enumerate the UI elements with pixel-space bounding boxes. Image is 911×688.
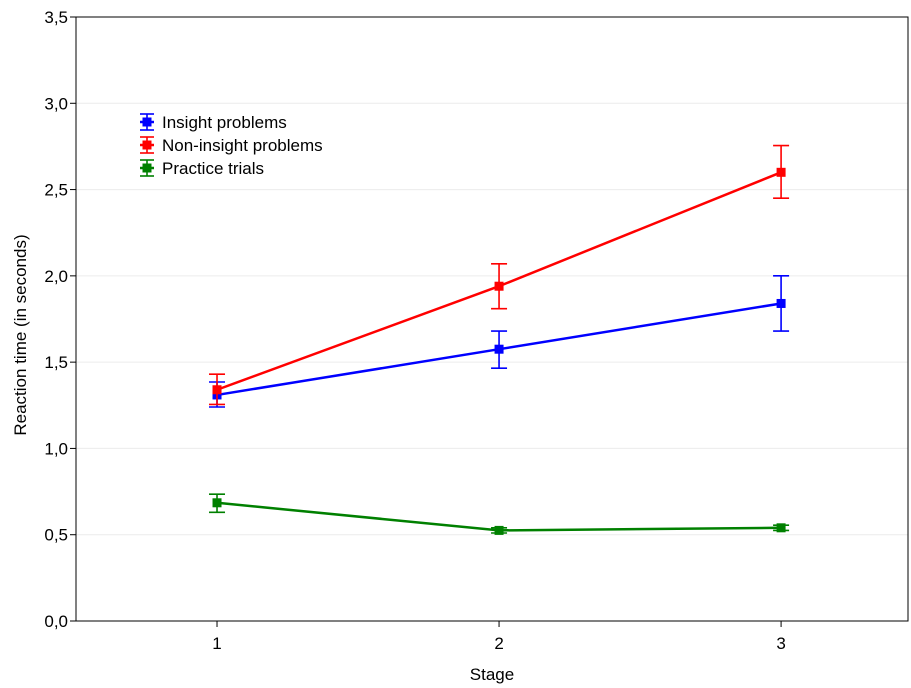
data-point [494,525,504,535]
y-tick-label: 2,5 [44,181,68,200]
data-point [494,281,504,291]
grid-lines [76,102,908,536]
legend: Insight problems Non-insight problems Prac… [140,113,323,178]
legend-item: Practice trials [140,159,264,178]
legend-label: Insight problems [162,113,287,132]
legend-item: Insight problems [140,113,287,132]
y-axis-label: Reaction time (in seconds) [11,234,30,435]
x-axis-label: Stage [470,665,514,684]
y-tick-label: 3,0 [44,94,68,113]
plot-frame [75,16,909,622]
data-point [494,344,504,354]
data-point [212,385,222,395]
data-point [776,298,786,308]
series-group [209,144,790,535]
x-axis: 1 2 3 [212,621,786,653]
y-tick-label: 3,5 [44,8,68,27]
series-1 [209,144,790,406]
legend-label: Practice trials [162,159,264,178]
data-point [776,523,786,533]
series-2 [209,493,790,535]
x-tick-label: 2 [494,634,503,653]
data-point [212,498,222,508]
y-tick-label: 1,0 [44,439,68,458]
y-tick-label: 0,0 [44,612,68,631]
y-tick-label: 2,0 [44,267,68,286]
legend-item: Non-insight problems [140,136,323,155]
legend-marker [142,140,152,150]
y-tick-label: 1,5 [44,353,68,372]
y-tick-label: 0,5 [44,526,68,545]
x-tick-label: 1 [212,634,221,653]
y-axis: 0,0 0,5 1,0 1,5 2,0 2,5 3,0 3,5 [44,8,76,631]
legend-label: Non-insight problems [162,136,323,155]
x-tick-label: 3 [776,634,785,653]
data-point [776,167,786,177]
legend-marker [142,117,152,127]
legend-marker [142,163,152,173]
